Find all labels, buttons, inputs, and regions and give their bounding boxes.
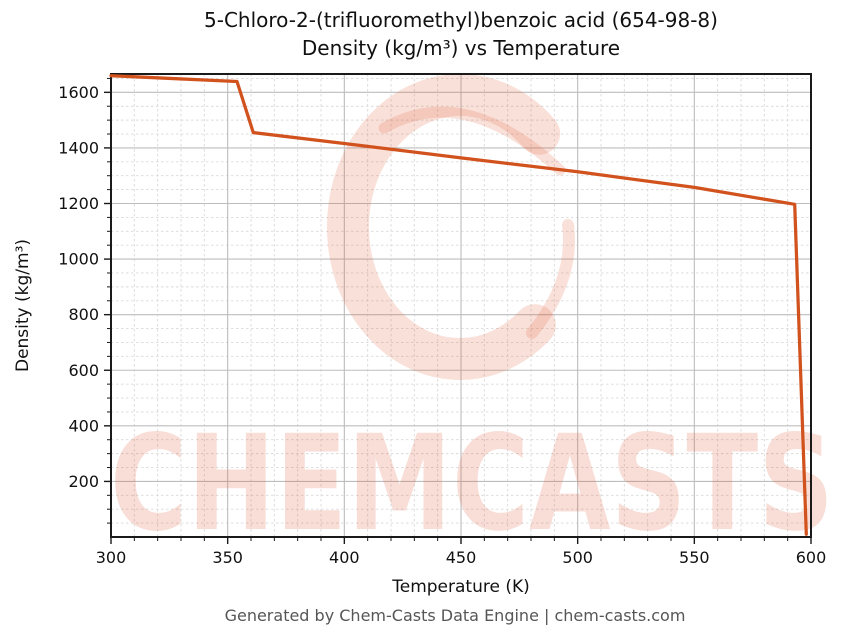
x-tick-label: 450 <box>446 548 477 567</box>
y-tick-label: 1200 <box>58 194 99 213</box>
x-tick-label: 300 <box>96 548 127 567</box>
chart-title-line1: 5-Chloro-2-(trifluoromethyl)benzoic acid… <box>204 8 718 32</box>
x-tick-label: 500 <box>562 548 593 567</box>
density-data-line <box>109 74 808 536</box>
logo-inner-swoosh <box>378 106 566 176</box>
logo-right-sliver <box>526 219 575 339</box>
x-tick-label: 350 <box>212 548 243 567</box>
y-tick-label: 1400 <box>58 138 99 157</box>
y-tick-label: 800 <box>68 305 99 324</box>
chart-title-line2: Density (kg/m³) vs Temperature <box>301 36 621 60</box>
y-tick-label: 600 <box>68 361 99 380</box>
y-tick-label: 1000 <box>58 250 99 269</box>
footer-credit: Generated by Chem-Casts Data Engine | ch… <box>224 606 686 625</box>
y-tick-label: 200 <box>68 472 99 491</box>
y-tick-label: 1600 <box>58 83 99 102</box>
chart-title: 5-Chloro-2-(trifluoromethyl)benzoic acid… <box>111 6 811 62</box>
y-axis-label: Density (kg/m³) <box>13 239 33 372</box>
x-tick-label: 400 <box>329 548 360 567</box>
x-tick-label: 600 <box>796 548 827 567</box>
watermark-text: CHEMCASTS <box>110 407 834 561</box>
y-tick-label: 400 <box>68 416 99 435</box>
chemcasts-c-swoosh-logo <box>326 74 561 380</box>
x-tick-label: 550 <box>679 548 710 567</box>
x-axis-label: Temperature (K) <box>391 577 530 597</box>
